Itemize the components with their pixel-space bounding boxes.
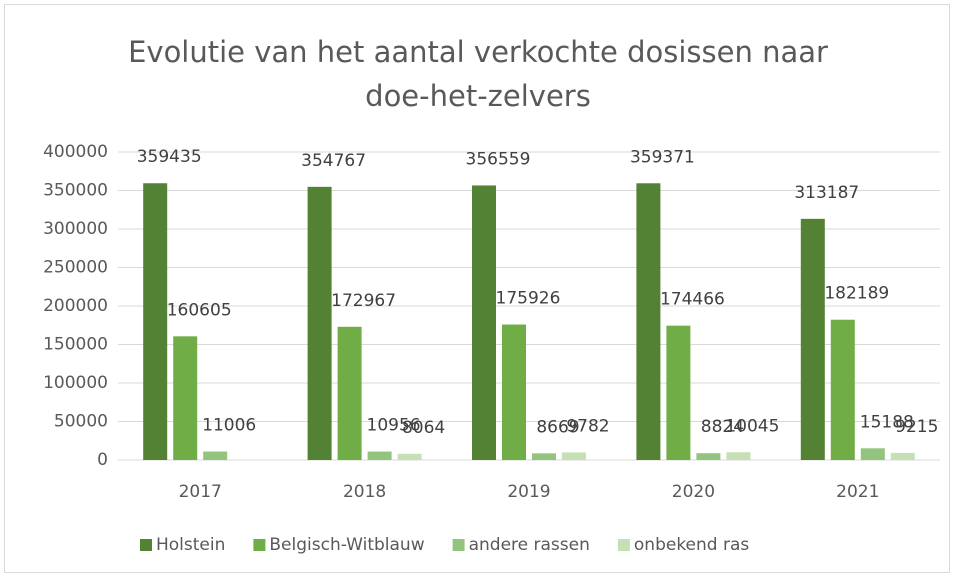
chart-title: Evolutie van het aantal verkochte dosiss… (128, 35, 828, 113)
bar (307, 186, 332, 460)
y-tick-label: 300000 (43, 219, 108, 239)
x-tick-label: 2020 (672, 482, 715, 502)
legend-swatch (452, 539, 465, 551)
data-label: 359435 (137, 147, 202, 167)
bar (367, 451, 392, 460)
y-tick-label: 150000 (43, 335, 108, 355)
bar (532, 453, 556, 460)
legend-label: onbekend ras (634, 535, 749, 555)
y-tick-label: 100000 (43, 373, 108, 393)
bar (890, 452, 915, 460)
bar (860, 448, 885, 460)
data-label: 182189 (824, 284, 889, 304)
x-tick-label: 2019 (507, 482, 550, 502)
x-tick-label: 2021 (836, 482, 879, 502)
bar (173, 336, 198, 460)
y-tick-label: 250000 (43, 258, 108, 278)
legend-swatch (253, 539, 266, 551)
data-label: 15188 (860, 412, 914, 432)
bar (562, 452, 586, 460)
bar (666, 325, 691, 460)
bar (636, 183, 661, 460)
data-label: 172967 (331, 291, 396, 311)
x-tick-label: 2018 (343, 482, 386, 502)
legend-label: andere rassen (469, 535, 590, 555)
legend-swatch (140, 539, 152, 551)
y-tick-label: 350000 (43, 181, 108, 201)
bar (337, 326, 362, 460)
bar (502, 324, 526, 460)
data-label: 9782 (566, 416, 609, 436)
y-tick-label: 200000 (43, 296, 108, 316)
bar (800, 218, 825, 460)
legend-label: Holstein (156, 535, 225, 555)
data-label: 359371 (630, 147, 695, 167)
chart-frame (4, 4, 950, 573)
data-label: 8824 (701, 417, 744, 437)
data-label: 9215 (895, 417, 938, 437)
bar (397, 453, 422, 460)
y-tick-label: 50000 (54, 412, 108, 432)
data-label: 11006 (202, 416, 256, 436)
data-label: 354767 (301, 151, 366, 171)
data-label: 175926 (496, 289, 561, 309)
legend-swatch (617, 539, 630, 551)
data-label: 356559 (466, 149, 531, 169)
data-label: 10956 (367, 416, 421, 436)
bar (830, 319, 855, 460)
x-tick-label: 2017 (179, 482, 222, 502)
bar (696, 453, 721, 460)
data-label: 174466 (660, 290, 725, 310)
data-label: 10045 (725, 416, 779, 436)
y-tick-label: 400000 (43, 142, 108, 162)
bar (143, 183, 168, 460)
legend-label: Belgisch-Witblauw (269, 535, 424, 555)
data-label: 8064 (402, 418, 445, 438)
data-label: 160605 (167, 300, 232, 320)
data-label: 8669 (536, 417, 579, 437)
bar (726, 452, 751, 460)
y-tick-label: 0 (97, 450, 108, 470)
bar (203, 451, 228, 460)
bar (472, 185, 496, 460)
data-label: 313187 (794, 183, 859, 203)
